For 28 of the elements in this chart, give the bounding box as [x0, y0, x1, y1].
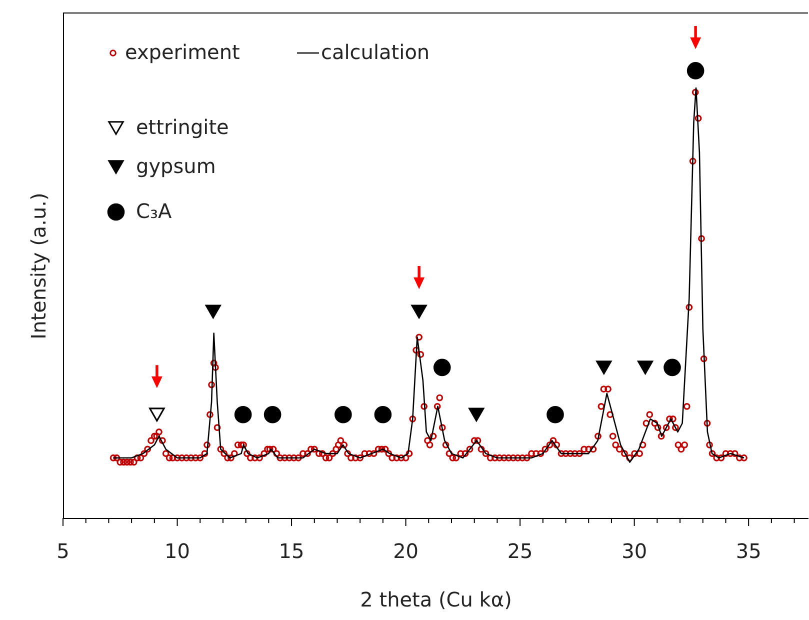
point — [411, 304, 427, 319]
point — [686, 62, 704, 80]
x-tick-label: 15 — [278, 539, 304, 563]
point — [374, 406, 392, 424]
x-tick-label: 20 — [393, 539, 419, 563]
point — [596, 360, 612, 374]
x-tick-label: 10 — [164, 539, 190, 563]
point — [234, 406, 252, 424]
x-axis-title: 2 theta (Cu kα) — [360, 588, 512, 612]
x-tick-label: 35 — [736, 539, 762, 563]
x-tick-label: 25 — [507, 539, 533, 563]
legend-label: gypsum — [136, 154, 216, 178]
legend-label: calculation — [321, 40, 430, 64]
point — [546, 406, 564, 424]
point — [334, 406, 352, 424]
point — [205, 304, 221, 319]
point — [637, 360, 654, 374]
point — [264, 406, 282, 424]
legend-label: ettringite — [136, 115, 229, 139]
legend-label: experiment — [125, 40, 240, 64]
point — [468, 408, 484, 422]
y-axis-title: Intensity (a.u.) — [26, 192, 50, 340]
x-tick-label: 5 — [56, 539, 70, 563]
legend-label: C₃A — [136, 199, 172, 223]
point — [149, 408, 165, 422]
point — [433, 358, 451, 376]
point — [664, 358, 681, 376]
x-tick-label: 30 — [622, 539, 648, 563]
